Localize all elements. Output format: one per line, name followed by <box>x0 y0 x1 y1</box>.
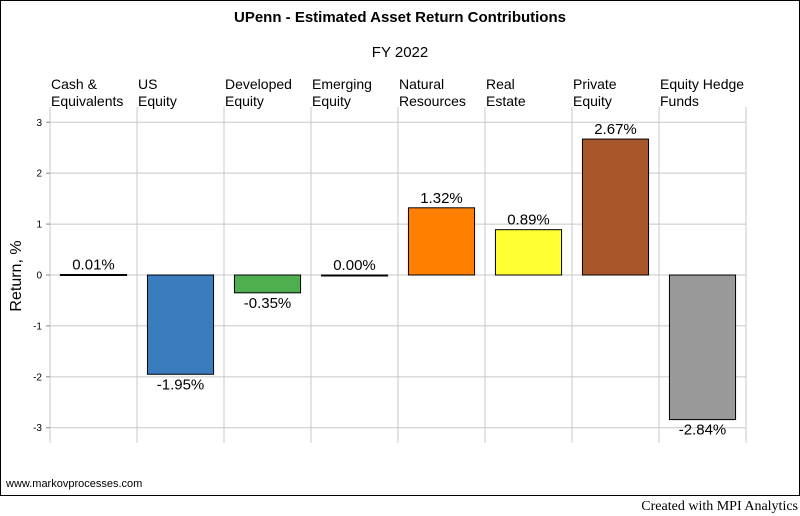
category-label: Equity Hedge Funds <box>660 76 744 109</box>
bars <box>59 138 737 421</box>
category-label: Real Estate <box>486 76 526 109</box>
y-tick-label: 2 <box>36 169 42 180</box>
category-label: Private Equity <box>573 76 617 109</box>
value-label: 0.01% <box>72 256 115 273</box>
y-tick-label: -2 <box>33 372 42 383</box>
bar <box>581 138 650 276</box>
value-label: 1.32% <box>420 190 463 207</box>
bar <box>320 274 389 277</box>
credit-footer: Created with MPI Analytics <box>641 499 798 514</box>
y-tick-label: 0 <box>36 271 42 282</box>
chart-subtitle: FY 2022 <box>371 44 429 61</box>
y-tick-labels: 3 2 1 0 -1 -2 -3 <box>33 118 42 434</box>
website-footer: www.markovprocesses.com <box>6 478 143 490</box>
category-label: Natural Resources <box>399 76 466 109</box>
category-label: Cash & Equivalents <box>51 76 123 109</box>
chart-title: UPenn - Estimated Asset Return Contribut… <box>234 9 566 26</box>
y-tick-label: -1 <box>33 321 42 332</box>
bar <box>494 229 563 276</box>
category-label: Emerging Equity <box>312 76 372 109</box>
bar <box>668 274 737 421</box>
value-label: 0.89% <box>507 212 550 229</box>
category-label: Developed Equity <box>225 76 292 109</box>
y-tick-label: 3 <box>36 118 42 129</box>
y-tick-label: -3 <box>33 423 42 434</box>
category-label: US Equity <box>138 76 177 109</box>
y-axis-label: Return, % <box>8 240 25 311</box>
chart-frame <box>0 0 800 496</box>
value-label: 0.00% <box>333 257 376 274</box>
y-tick-label: 1 <box>36 220 42 231</box>
bar <box>233 274 302 294</box>
value-label: -2.84% <box>679 422 727 439</box>
value-label: 2.67% <box>594 121 637 138</box>
bar <box>59 273 128 276</box>
bar <box>407 207 476 276</box>
value-labels: 0.01% -1.95% -0.35% 0.00% 1.32% 0.89% 2.67% -2.… <box>72 121 726 439</box>
value-label: -1.95% <box>157 376 205 393</box>
category-labels: Cash & Equivalents US Equity Developed Equity… <box>51 76 744 109</box>
value-label: -0.35% <box>244 295 292 312</box>
bar <box>146 274 215 375</box>
